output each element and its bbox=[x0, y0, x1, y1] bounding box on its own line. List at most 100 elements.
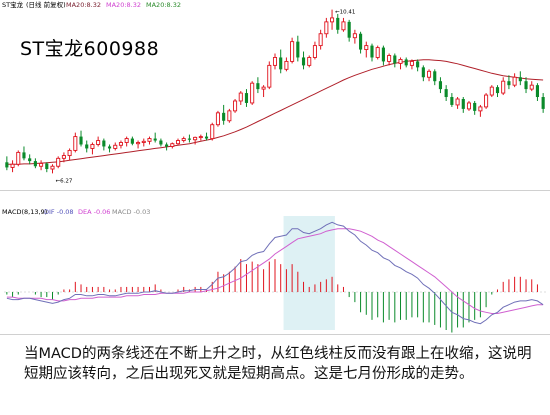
candle-body bbox=[204, 136, 209, 139]
candle-body bbox=[193, 136, 198, 141]
candle-body bbox=[136, 142, 141, 145]
price-chart: ←10.41 ←6.27 bbox=[5, 9, 545, 184]
candle-body bbox=[118, 142, 123, 146]
candle-body bbox=[455, 98, 460, 106]
candle-body bbox=[312, 45, 317, 58]
candle-body bbox=[215, 112, 220, 126]
candle-body bbox=[33, 161, 37, 167]
candle-body bbox=[102, 140, 106, 147]
candle-body bbox=[96, 140, 101, 145]
candle-body bbox=[484, 94, 489, 108]
candle-body bbox=[466, 102, 471, 110]
header-ticker: ST宝龙 bbox=[2, 0, 24, 9]
candle-body bbox=[529, 84, 534, 90]
candle-body bbox=[512, 76, 517, 86]
candle-body bbox=[90, 144, 95, 149]
candle-body bbox=[153, 138, 157, 141]
candle-body bbox=[147, 138, 152, 142]
macd-header-macd: MACD -0.03 bbox=[112, 208, 150, 216]
candle-body bbox=[187, 138, 191, 140]
candle-body bbox=[427, 70, 432, 78]
candle-body bbox=[39, 163, 44, 167]
candle-body bbox=[352, 33, 357, 39]
candle-body bbox=[16, 151, 21, 165]
ma-line bbox=[6, 59, 544, 165]
candle-body bbox=[244, 93, 249, 103]
candle-body bbox=[398, 58, 403, 64]
candle-body bbox=[307, 57, 312, 66]
candle-body bbox=[370, 45, 374, 58]
candle-body bbox=[210, 124, 215, 140]
candle-body bbox=[227, 110, 232, 122]
macd-dif-line bbox=[6, 221, 544, 325]
candle-body bbox=[170, 143, 175, 147]
candle-body bbox=[130, 138, 134, 144]
candle-body bbox=[279, 57, 283, 70]
candle-body bbox=[73, 136, 78, 151]
macd-chart bbox=[4, 216, 546, 333]
candle-body bbox=[79, 136, 83, 145]
caption-text: 当MACD的两条线还在不断上升之时，从红色线柱反而没有跟上在收缩，这说明短期应该… bbox=[24, 346, 532, 382]
candle-body bbox=[50, 165, 55, 170]
candle-body bbox=[393, 55, 397, 64]
candle-body bbox=[364, 45, 369, 51]
candle-body bbox=[416, 61, 420, 68]
candle-body bbox=[107, 146, 112, 149]
candle-body bbox=[22, 152, 26, 159]
candle-body bbox=[5, 162, 9, 168]
candle-body bbox=[61, 155, 66, 159]
candle-body bbox=[301, 57, 306, 66]
candle-body bbox=[67, 149, 72, 157]
header-ma3: MA20:8.32 bbox=[146, 1, 181, 9]
candle-body bbox=[267, 64, 272, 88]
price-annotation-label: ←10.41 bbox=[335, 10, 355, 16]
candle-body bbox=[159, 140, 163, 145]
header-adjust: (日线 前复权) bbox=[26, 0, 66, 9]
candle-body bbox=[124, 138, 129, 143]
candle-body bbox=[409, 60, 414, 66]
candle-body bbox=[10, 163, 15, 168]
candle-body bbox=[433, 71, 437, 82]
candle-body bbox=[336, 17, 340, 30]
candle-body bbox=[250, 82, 255, 104]
candle-body bbox=[324, 21, 329, 35]
candle-body bbox=[507, 81, 511, 86]
candle-body bbox=[444, 89, 448, 98]
candle-body bbox=[296, 41, 300, 58]
macd-highlight-band bbox=[283, 216, 335, 330]
candle-body bbox=[518, 77, 522, 82]
candle-body bbox=[473, 102, 477, 111]
candle-body bbox=[501, 80, 506, 94]
candle-body bbox=[450, 97, 454, 105]
candle-body bbox=[238, 92, 243, 102]
candle-body bbox=[341, 21, 346, 31]
header-ma2: MA20:8.32 bbox=[106, 1, 141, 9]
candle-body bbox=[461, 99, 465, 109]
candle-body bbox=[175, 140, 181, 145]
candle-body bbox=[198, 136, 203, 139]
macd-header-name: MACD(8,13,9) bbox=[2, 208, 47, 216]
candle-body bbox=[272, 57, 278, 66]
candle-body bbox=[113, 144, 118, 149]
candle-body bbox=[256, 83, 260, 90]
candle-body bbox=[359, 33, 363, 50]
candle-body bbox=[56, 157, 61, 167]
candle-body bbox=[181, 138, 186, 141]
candle-body bbox=[318, 33, 323, 47]
candle-body bbox=[261, 86, 266, 90]
candle-body bbox=[387, 55, 392, 62]
candle-body bbox=[421, 67, 425, 78]
candle-body bbox=[347, 21, 351, 38]
candle-body bbox=[222, 112, 226, 121]
candle-body bbox=[495, 87, 500, 94]
stock-title: ST宝龙600988 bbox=[20, 38, 160, 60]
candle-body bbox=[284, 60, 289, 70]
macd-dea-line bbox=[6, 228, 544, 314]
candle-body bbox=[478, 106, 483, 112]
header-ma1: MA20:8.32 bbox=[66, 1, 101, 9]
price-annotation-label: ←6.27 bbox=[55, 178, 72, 184]
candle-body bbox=[85, 144, 89, 149]
candle-body bbox=[541, 97, 545, 109]
candle-body bbox=[489, 86, 494, 96]
